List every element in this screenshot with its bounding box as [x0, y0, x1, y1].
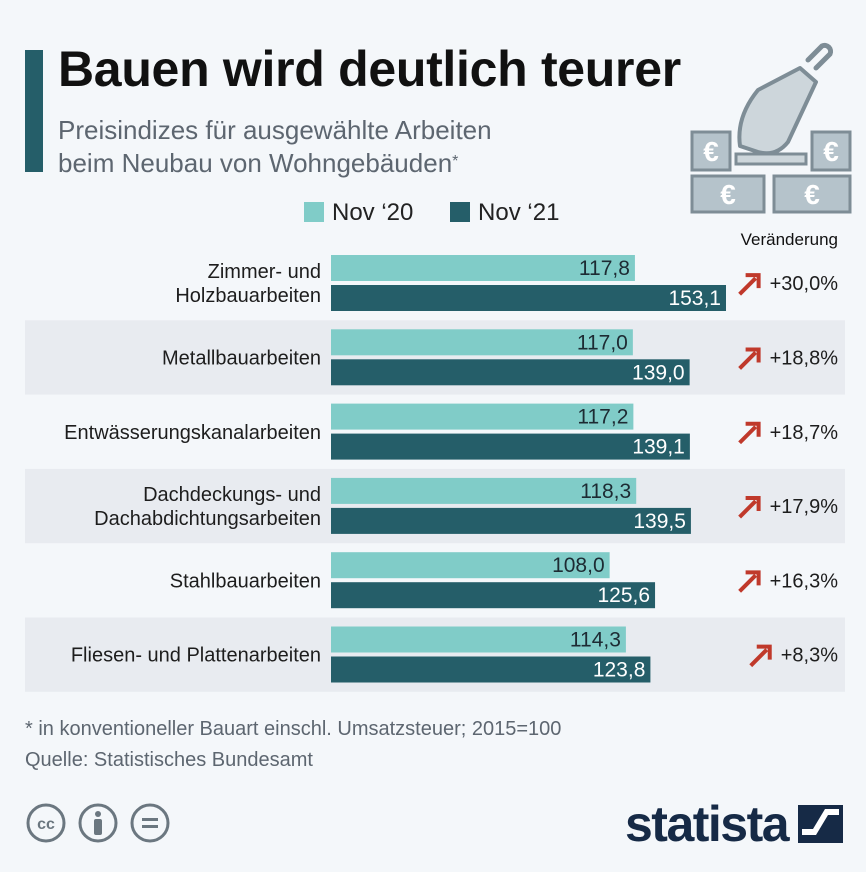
page-title: Bauen wird deutlich teurer: [58, 41, 681, 97]
legend-label-nov20: Nov ‘20: [332, 199, 414, 226]
data-label-nov21: 139,5: [633, 510, 686, 533]
category-label: Holzbauarbeiten: [175, 285, 321, 307]
change-value: +16,3%: [770, 570, 839, 592]
by-icon: [78, 803, 118, 843]
title-accent-bar: [25, 50, 43, 172]
euro-icon: € € € €: [690, 130, 852, 214]
subtitle-line-2-text: beim Neubau von Wohngebäuden: [58, 148, 453, 178]
legend-swatch-nov21: [450, 202, 471, 222]
statista-wordmark: statista: [625, 796, 790, 852]
legend-item-nov20: Nov ‘20: [304, 199, 413, 227]
data-label-nov20: 108,0: [552, 554, 605, 577]
source-note: Quelle: Statistisches Bundesamt: [25, 749, 313, 771]
bar-nov20: [331, 403, 634, 430]
change-value: +17,9%: [770, 496, 839, 518]
subtitle-line-1: Preisindizes für ausgewählte Arbeiten: [58, 115, 492, 145]
cc-icon: cc: [26, 803, 66, 843]
legend: Nov ‘20 Nov ‘21: [304, 199, 589, 227]
category-label: Dachabdichtungsarbeiten: [94, 508, 321, 530]
statista-logo-icon: [798, 805, 843, 843]
bar-nov20: [331, 477, 637, 504]
trowel-icon: [734, 42, 834, 166]
change-value: +18,8%: [770, 347, 839, 369]
nd-icon: [130, 803, 170, 843]
arrow-up-right-icon: [738, 570, 761, 593]
bar-nov21: [331, 656, 651, 683]
subtitle-line-2: beim Neubau von Wohngebäuden*: [58, 147, 618, 180]
data-label-nov20: 117,2: [577, 406, 628, 429]
bar-nov20: [331, 626, 626, 653]
change-value: +30,0%: [770, 273, 839, 295]
data-label-nov21: 125,6: [597, 584, 650, 607]
arrow-up-right-icon: [738, 421, 761, 445]
data-label-nov20: 114,3: [570, 629, 621, 652]
svg-text:€: €: [804, 179, 820, 210]
change-value: +8,3%: [781, 645, 838, 667]
svg-text:€: €: [823, 136, 839, 167]
data-label-nov20: 117,0: [577, 331, 628, 354]
data-label-nov21: 139,1: [632, 436, 685, 459]
category-label: Fliesen- und Plattenarbeiten: [71, 645, 321, 667]
data-label-nov21: 153,1: [668, 287, 721, 310]
bar-nov20: [331, 329, 633, 356]
legend-item-nov21: Nov ‘21: [450, 199, 559, 227]
svg-text:€: €: [720, 179, 736, 210]
change-value: +18,7%: [770, 422, 839, 444]
change-column-header: Veränderung: [740, 230, 838, 249]
data-label-nov20: 117,8: [579, 257, 630, 280]
arrow-up-right-icon: [749, 644, 772, 668]
svg-text:cc: cc: [37, 816, 55, 833]
footnote: * in konventioneller Bauart einschl. Ums…: [25, 718, 562, 740]
bar-nov21: [331, 285, 726, 311]
category-label: Stahlbauarbeiten: [170, 570, 321, 592]
bar-nov21: [331, 433, 690, 460]
bar-nov20: [331, 255, 635, 281]
bar-nov21: [331, 359, 690, 386]
trowel-euro-illustration: € € € €: [690, 42, 852, 214]
arrow-up-right-icon: [738, 347, 761, 370]
category-label: Zimmer- und: [208, 261, 321, 283]
bar-nov21: [331, 582, 656, 609]
arrow-up-right-icon: [738, 273, 761, 296]
bar-nov21: [331, 507, 691, 534]
bar-nov20: [331, 552, 610, 579]
legend-label-nov21: Nov ‘21: [478, 199, 560, 226]
arrow-up-right-icon: [738, 496, 761, 519]
category-label: Metallbauarbeiten: [162, 347, 321, 369]
subtitle-footnote-mark: *: [452, 153, 459, 170]
legend-swatch-nov20: [304, 202, 324, 222]
page-subtitle: Preisindizes für ausgewählte Arbeiten be…: [58, 114, 618, 180]
category-label: Dachdeckungs- und: [143, 484, 321, 506]
category-label: Entwässerungskanalarbeiten: [64, 422, 321, 444]
data-label-nov21: 123,8: [593, 659, 646, 682]
data-label-nov20: 118,3: [580, 480, 631, 503]
data-label-nov21: 139,0: [632, 361, 685, 384]
svg-text:€: €: [703, 136, 719, 167]
